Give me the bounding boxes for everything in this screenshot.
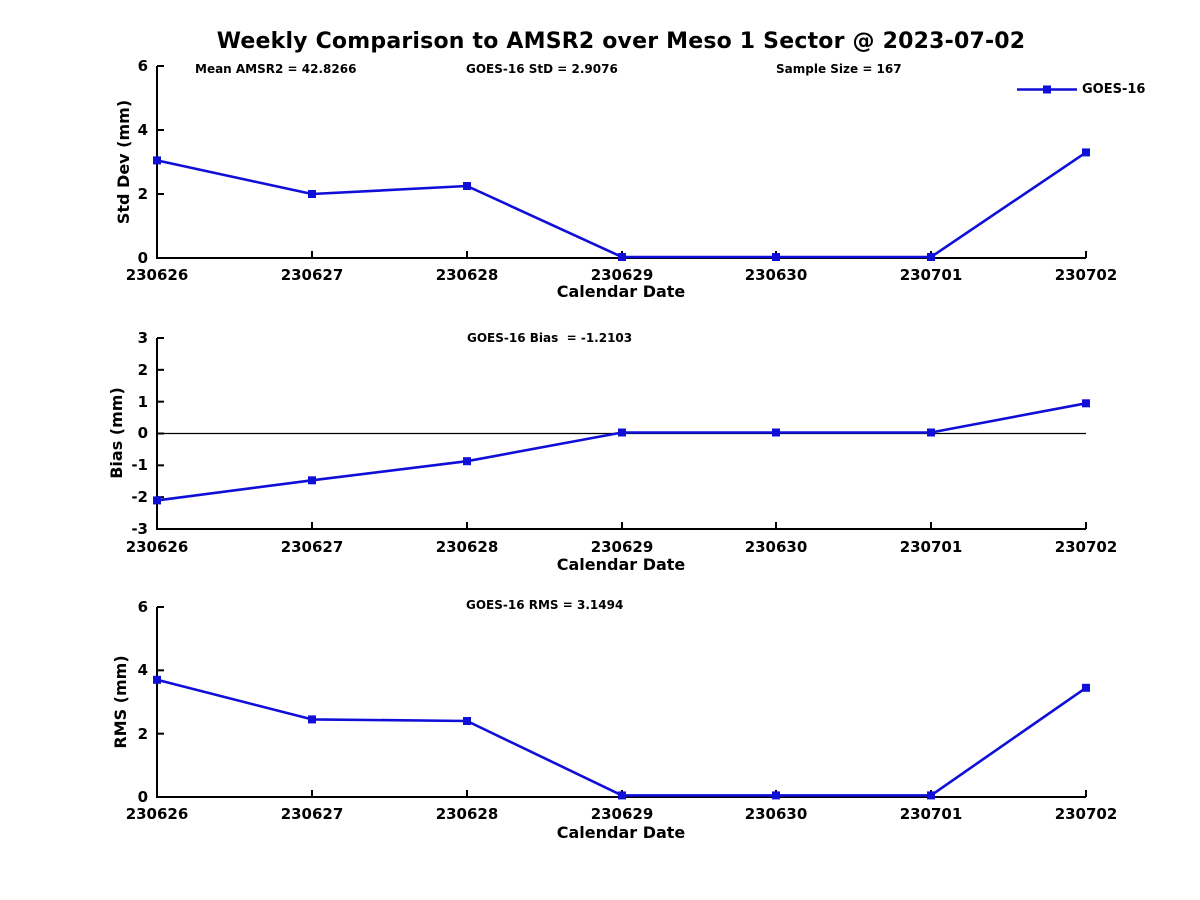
- x-tick-label: 230626: [125, 805, 189, 823]
- y-tick-label: 0: [137, 788, 148, 806]
- y-tick-label: 1: [137, 393, 148, 411]
- y-tick-label: -1: [131, 456, 148, 474]
- y-tick-label: 3: [137, 329, 148, 347]
- x-tick-label: 230630: [744, 805, 808, 823]
- annotation-goes16-bias: GOES-16 Bias = -1.2103: [467, 331, 633, 345]
- x-tick-label: 230629: [590, 805, 654, 823]
- x-tick-label: 230627: [280, 266, 344, 284]
- y-tick-label: 6: [137, 598, 148, 616]
- annotation-mean-amsr2: Mean AMSR2 = 42.8266: [195, 62, 357, 76]
- x-tick-label: 230628: [435, 805, 499, 823]
- y-tick-label: 6: [137, 57, 148, 75]
- y-tick-label: 0: [137, 249, 148, 267]
- x-tick-label: 230701: [899, 266, 963, 284]
- x-tick-label: 230701: [899, 805, 963, 823]
- x-tick-label: 230627: [280, 538, 344, 556]
- legend-series-label: GOES-16: [1082, 82, 1146, 97]
- y-tick-label: 2: [137, 361, 148, 379]
- x-tick-label: 230630: [744, 538, 808, 556]
- x-tick-label: 230629: [590, 266, 654, 284]
- annotation-goes16-rms: GOES-16 RMS = 3.1494: [466, 598, 624, 612]
- y-tick-label: 0: [137, 424, 148, 442]
- annotation-sample-size: Sample Size = 167: [776, 62, 902, 76]
- x-tick-label: 230702: [1054, 538, 1118, 556]
- stddev-x-axis-label: Calendar Date: [556, 282, 686, 301]
- x-tick-label: 230626: [125, 266, 189, 284]
- rms-x-axis-label: Calendar Date: [556, 823, 686, 842]
- x-tick-label: 230627: [280, 805, 344, 823]
- stddev-y-axis-label: Std Dev (mm): [114, 99, 133, 225]
- x-tick-label: 230702: [1054, 266, 1118, 284]
- figure-title: Weekly Comparison to AMSR2 over Meso 1 S…: [216, 29, 1026, 54]
- x-tick-label: 230628: [435, 538, 499, 556]
- x-tick-label: 230630: [744, 266, 808, 284]
- y-tick-label: -2: [131, 488, 148, 506]
- annotation-goes16-std: GOES-16 StD = 2.9076: [466, 62, 618, 76]
- rms-y-axis-label: RMS (mm): [111, 655, 130, 749]
- y-tick-label: 2: [137, 185, 148, 203]
- x-tick-label: 230629: [590, 538, 654, 556]
- x-tick-label: 230626: [125, 538, 189, 556]
- y-tick-label: 4: [137, 661, 148, 679]
- y-tick-label: 2: [137, 725, 148, 743]
- x-tick-label: 230702: [1054, 805, 1118, 823]
- y-tick-label: -3: [131, 520, 148, 538]
- bias-x-axis-label: Calendar Date: [556, 555, 686, 574]
- x-tick-label: 230628: [435, 266, 499, 284]
- y-tick-label: 4: [137, 121, 148, 139]
- x-tick-label: 230701: [899, 538, 963, 556]
